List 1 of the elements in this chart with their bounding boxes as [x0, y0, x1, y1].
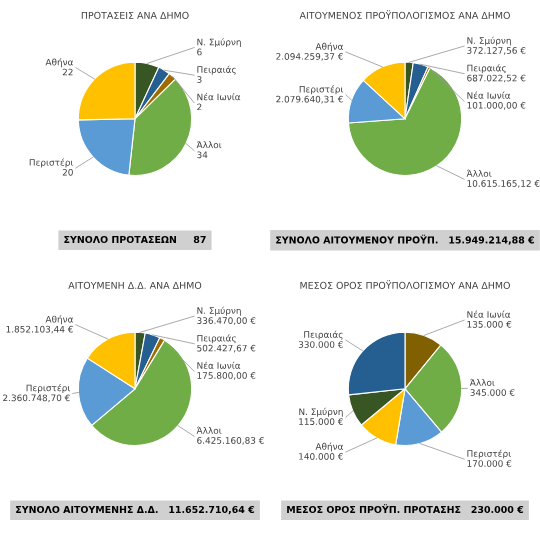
- pie-slice: [347, 67, 463, 177]
